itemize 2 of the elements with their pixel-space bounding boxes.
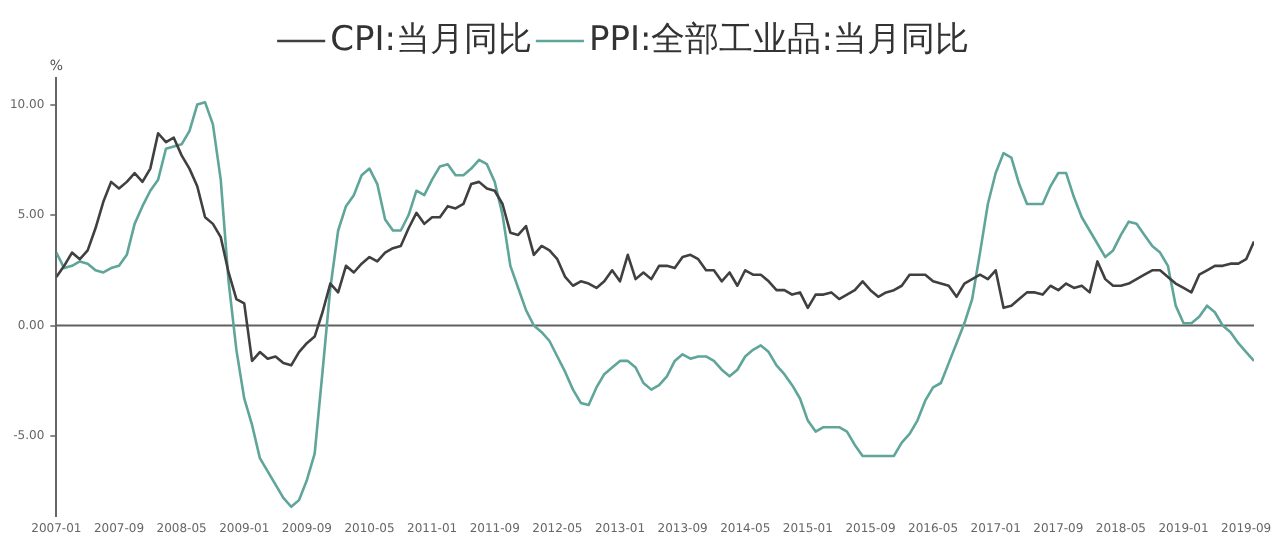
legend-label: CPI:当月同比 [330,19,532,60]
legend-label: PPI:全部工业品:当月同比 [588,19,969,60]
